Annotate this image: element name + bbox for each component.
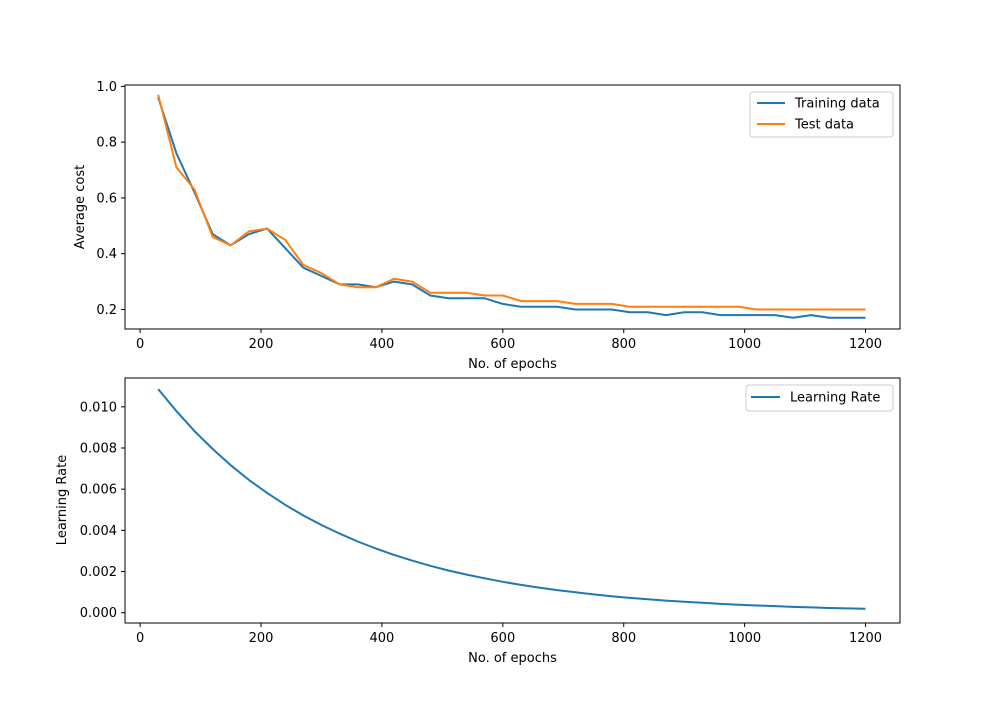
cost-y-tick-label: 1.0: [96, 80, 117, 95]
lr-legend: Learning Rate: [745, 384, 894, 412]
cost-legend-box: [749, 91, 894, 138]
lr-y-tick-label: 0.006: [80, 483, 117, 498]
lr-y-axis-label: Learning Rate: [55, 455, 70, 545]
lr-y-tick-label: 0.002: [80, 565, 117, 580]
cost-x-tick-label: 400: [370, 337, 395, 352]
cost-y-tick-label: 0.4: [96, 247, 117, 262]
lr-x-axis: 0 200 400 600 800 1000 1200: [136, 623, 882, 646]
cost-series-lines: [157, 94, 866, 319]
legend-label-training-data: Training data: [794, 97, 880, 112]
lr-x-tick-label: 800: [611, 631, 636, 646]
lr-y-tick-label: 0.000: [80, 606, 117, 621]
cost-x-tick-label: 600: [490, 337, 515, 352]
lr-x-tick-label: 0: [136, 631, 144, 646]
cost-x-tick-label: 1000: [728, 337, 761, 352]
cost-x-tick-label: 800: [611, 337, 636, 352]
lr-series-lines: [157, 388, 866, 610]
lr-plot-frame: [124, 377, 901, 624]
cost-x-tick-label: 1200: [849, 337, 882, 352]
cost-x-axis-label: No. of epochs: [468, 357, 557, 372]
series-line-training-data: [157, 97, 866, 319]
cost-chart: 0 200 400 600 800 1000 1200 0.2 0.4 0.6 0.8 1.0 No…: [73, 80, 901, 372]
cost-y-axis: 0.2 0.4 0.6 0.8 1.0: [96, 80, 125, 318]
lr-x-tick-label: 1000: [728, 631, 761, 646]
cost-plot-frame: [124, 84, 901, 330]
legend-label-test-data: Test data: [794, 118, 854, 133]
cost-legend: Training data Test data: [749, 91, 894, 138]
lr-x-tick-label: 400: [370, 631, 395, 646]
lr-y-axis: 0.000 0.002 0.004 0.006 0.008 0.010: [80, 400, 125, 621]
series-line-learning-rate: [157, 388, 866, 610]
lr-y-tick-label: 0.004: [80, 524, 117, 539]
cost-x-tick-label: 200: [249, 337, 274, 352]
lr-x-tick-label: 1200: [849, 631, 882, 646]
lr-y-tick-label: 0.010: [80, 400, 117, 415]
cost-x-axis: 0 200 400 600 800 1000 1200: [136, 329, 882, 352]
cost-y-tick-label: 0.2: [96, 303, 117, 318]
learning-rate-chart: 0 200 400 600 800 1000 1200 0.0000.0020.0040.0…: [55, 377, 901, 666]
lr-x-tick-label: 600: [490, 631, 515, 646]
series-line-test-data: [157, 94, 866, 311]
legend-label-learning-rate: Learning Rate: [790, 391, 880, 406]
cost-y-tick-label: 0.8: [96, 136, 117, 151]
cost-y-tick-label: 0.6: [96, 191, 117, 206]
lr-x-axis-label: No. of epochs: [468, 651, 557, 666]
cost-x-tick-label: 0: [136, 337, 144, 352]
lr-y-tick-label: 0.008: [80, 442, 117, 457]
cost-y-axis-label: Average cost: [73, 165, 88, 250]
lr-x-tick-label: 200: [249, 631, 274, 646]
lr-legend-box: [745, 384, 894, 412]
